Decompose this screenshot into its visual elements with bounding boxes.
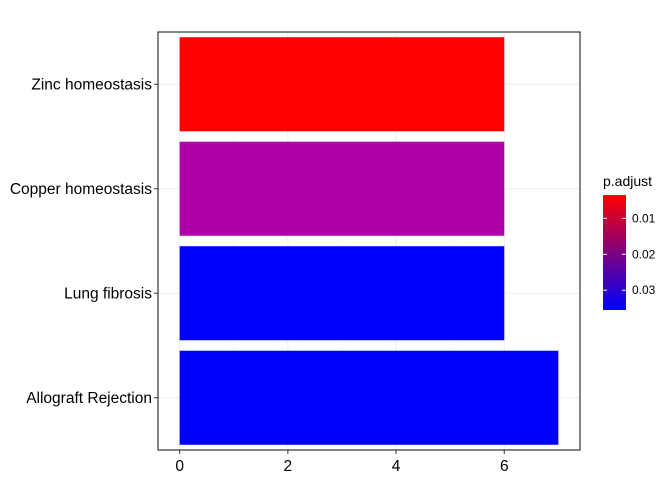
x-tick-label: 4 [392, 458, 401, 475]
legend-tick-label: 0.03 [632, 283, 656, 297]
legend-title: p.adjust [603, 173, 652, 189]
bar-copper-homeostasis [179, 141, 505, 236]
legend-tick-label: 0.01 [632, 211, 656, 225]
bars [179, 37, 559, 445]
legend-tick-label: 0.02 [632, 247, 656, 261]
y-tick-label: Copper homeostasis [10, 181, 152, 198]
bar-allograft-rejection [179, 350, 559, 445]
y-tick-label: Allograft Rejection [26, 390, 152, 407]
axes: Allograft Rejection Lung fibrosis Copper h… [10, 76, 509, 475]
x-tick-label: 0 [175, 458, 184, 475]
legend-color-bar [603, 195, 626, 310]
x-tick-label: 6 [500, 458, 509, 475]
y-tick-label: Zinc homeostasis [31, 76, 152, 93]
plot-panel-border [157, 31, 581, 451]
x-tick-label: 2 [284, 458, 293, 475]
y-tick-label: Lung fibrosis [64, 285, 152, 302]
bar-zinc-homeostasis [179, 37, 505, 132]
bar-lung-fibrosis [179, 246, 505, 341]
legend: p.adjust 0.01 0.02 0.03 [603, 173, 656, 310]
